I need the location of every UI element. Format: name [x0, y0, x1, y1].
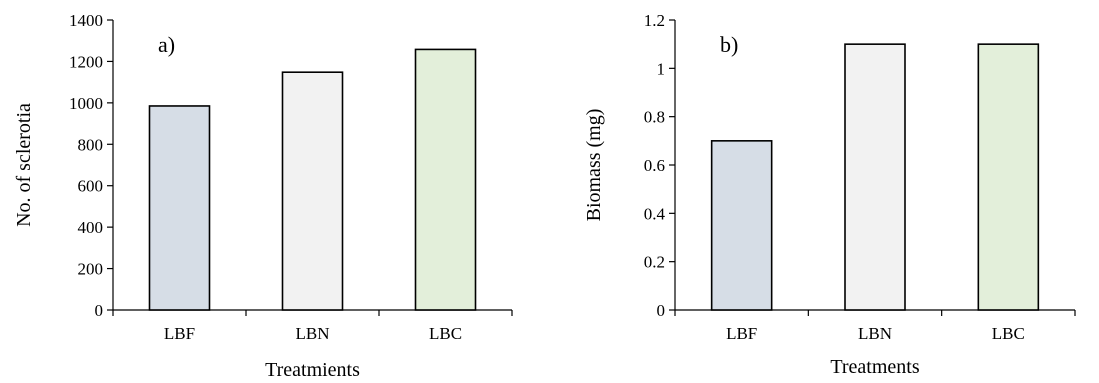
bar-lbc	[414, 48, 477, 311]
y-tick-label: 600	[78, 177, 104, 196]
x-axis-title: Treatmients	[265, 359, 360, 381]
y-tick-label: 800	[78, 135, 104, 154]
y-tick-label: 1400	[69, 11, 103, 30]
panel-label: b)	[720, 32, 738, 57]
x-tick-label: LBN	[858, 324, 892, 343]
x-tick-label: LBF	[164, 324, 195, 343]
y-tick-label: 0.4	[644, 204, 666, 223]
chart-panel-b: 0 0.2 0.4 0.6 0.8 1 1.2 LBF LBN LBC Treatments Biom…	[583, 11, 1076, 378]
bar-lbf	[710, 140, 773, 311]
y-tick-label: 0.8	[644, 108, 665, 127]
y-tick-label: 0	[95, 301, 104, 320]
x-axis-title: Treatments	[830, 356, 919, 378]
y-tick-label: 1000	[69, 94, 103, 113]
x-tick-label: LBC	[429, 324, 462, 343]
y-tick-label: 0.2	[644, 253, 665, 272]
bar-lbc	[977, 43, 1040, 311]
y-axis-title: Biomass (mg)	[583, 109, 605, 222]
y-tick-label: 1.2	[644, 11, 665, 30]
y-tick-label: 0.6	[644, 156, 665, 175]
y-tick-label: 0	[657, 301, 666, 320]
bar-lbn	[844, 43, 906, 311]
y-axis-title: No. of sclerotia	[13, 103, 35, 227]
x-tick-label: LBN	[296, 324, 330, 343]
x-tick-label: LBC	[992, 324, 1025, 343]
panel-label: a)	[158, 32, 175, 57]
bar-lbn	[281, 71, 344, 311]
chart-panel-a: 0 200 400 600 800 1000 1200 1400 LBF LBN LBC Treatm…	[13, 11, 513, 381]
bar-lbf	[148, 105, 211, 311]
y-tick-label: 1	[657, 59, 666, 78]
y-tick-label: 400	[78, 218, 104, 237]
y-tick-label: 200	[78, 260, 104, 279]
y-tick-label: 1200	[69, 52, 103, 71]
x-tick-label: LBF	[726, 324, 757, 343]
